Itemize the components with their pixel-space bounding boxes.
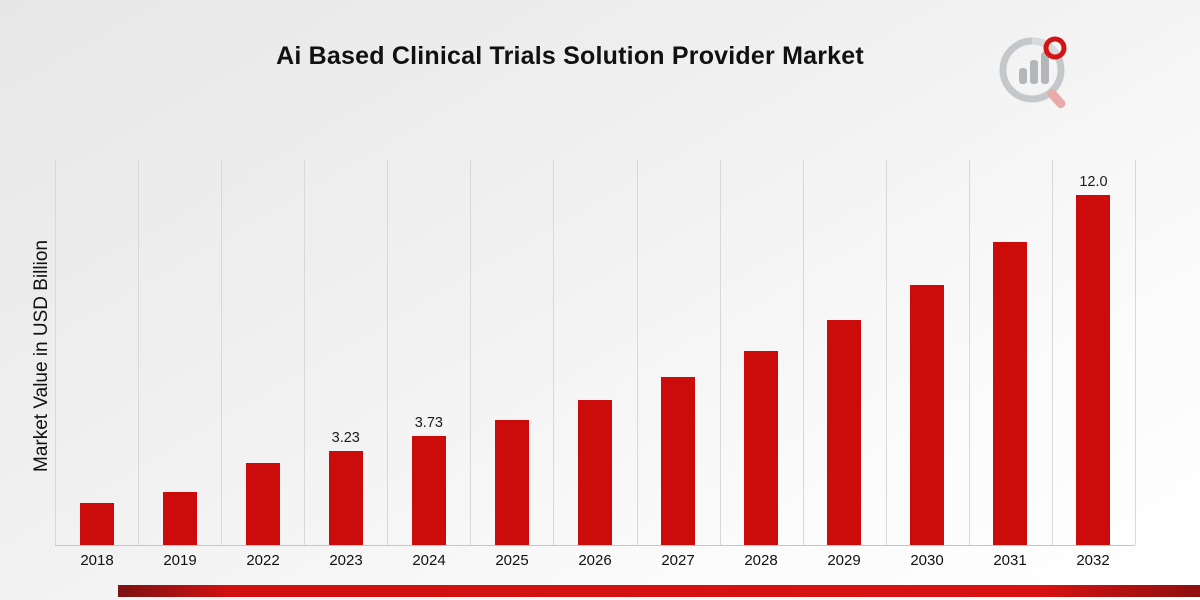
x-tick-label: 2019	[163, 552, 197, 569]
x-tick-label: 2022	[246, 552, 280, 569]
gridline	[553, 160, 554, 545]
gridline	[138, 160, 139, 545]
bar-value-label: 3.73	[414, 415, 443, 431]
gridline	[637, 160, 638, 545]
bottom-red-stripe	[118, 585, 1200, 597]
x-tick-label: 2025	[495, 552, 529, 569]
x-tick-label: 2029	[827, 552, 861, 569]
bar-2025	[495, 420, 529, 545]
bar-value-label: 3.23	[331, 430, 360, 446]
x-tick-label: 2030	[910, 552, 944, 569]
x-tick-label: 2031	[993, 552, 1027, 569]
x-tick-label: 2032	[1076, 552, 1110, 569]
bar-2024	[412, 436, 446, 545]
bar-2030	[910, 285, 944, 545]
bar-2028	[744, 351, 778, 545]
gridline	[387, 160, 388, 545]
gridline	[969, 160, 970, 545]
x-tick-label: 2026	[578, 552, 612, 569]
x-tick-label: 2024	[412, 552, 446, 569]
gridline	[55, 160, 56, 545]
bar-2032	[1076, 195, 1110, 545]
chart-title: Ai Based Clinical Trials Solution Provid…	[276, 42, 864, 70]
gridline	[803, 160, 804, 545]
x-tick-label: 2028	[744, 552, 778, 569]
gridline	[1052, 160, 1053, 545]
bar-2023	[329, 451, 363, 545]
bar-2026	[578, 400, 612, 545]
gridline	[886, 160, 887, 545]
y-axis-label: Market Value in USD Billion	[31, 240, 52, 472]
bar-2019	[163, 492, 197, 545]
gridline	[1135, 160, 1136, 545]
gridline	[720, 160, 721, 545]
gridline	[470, 160, 471, 545]
gridline	[221, 160, 222, 545]
x-tick-label: 2027	[661, 552, 695, 569]
bar-chart-plot-area: 3.23 3.73 12.0	[55, 160, 1136, 546]
bar-2031	[993, 242, 1027, 545]
x-tick-label: 2023	[329, 552, 363, 569]
bar-2018	[80, 503, 114, 545]
x-tick-label: 2018	[80, 552, 114, 569]
brand-logo-icon	[999, 36, 1067, 109]
bar-2022	[246, 463, 280, 545]
gridline	[304, 160, 305, 545]
bar-value-label: 12.0	[1079, 174, 1108, 190]
bar-2027	[661, 377, 695, 545]
bar-2029	[827, 320, 861, 545]
